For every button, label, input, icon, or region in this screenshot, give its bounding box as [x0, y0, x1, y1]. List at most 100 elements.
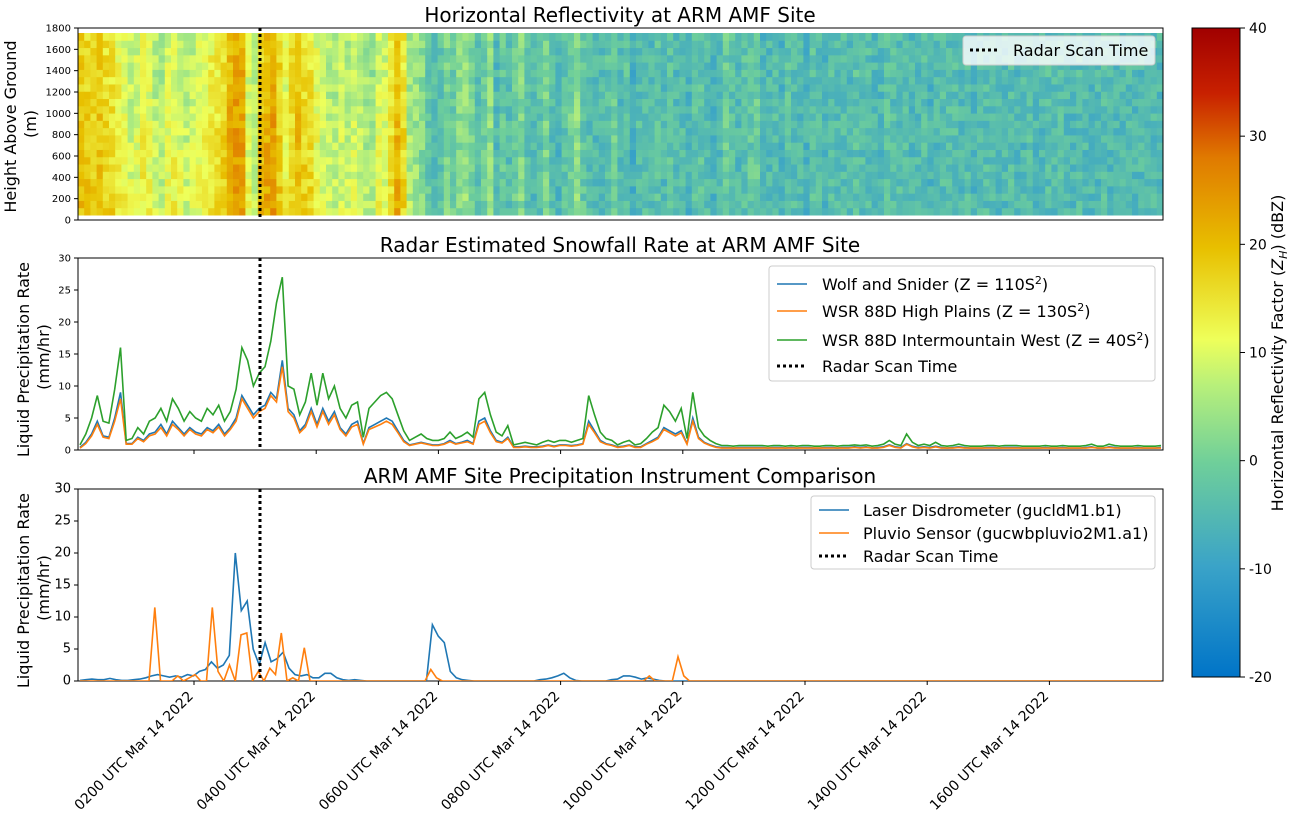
- heatmap-cell: [363, 149, 370, 158]
- heatmap-cell: [667, 47, 674, 56]
- legend-scan-label: Radar Scan Time: [1013, 41, 1148, 60]
- x-tick-label: 1200 UTC Mar 14 2022: [683, 689, 808, 814]
- heatmap-cell: [623, 105, 631, 114]
- heatmap-cell: [797, 54, 804, 63]
- heatmap-cell: [921, 83, 928, 92]
- heatmap-cell: [512, 178, 519, 187]
- heatmap-cell: [1150, 76, 1158, 85]
- heatmap-cell: [939, 207, 947, 216]
- heatmap-cell: [1138, 76, 1145, 85]
- heatmap-cell: [654, 120, 662, 129]
- heatmap-cell: [1026, 76, 1034, 85]
- heatmap-cell: [828, 76, 835, 85]
- heatmap-cell: [760, 76, 767, 85]
- heatmap-cell: [158, 62, 166, 70]
- heatmap-cell: [716, 83, 724, 92]
- heatmap-cell: [1082, 91, 1090, 100]
- heatmap-cell: [78, 91, 85, 100]
- heatmap-cell: [326, 40, 333, 49]
- heatmap-cell: [84, 200, 91, 209]
- heatmap-cell: [890, 47, 897, 56]
- heatmap-cell: [735, 40, 742, 49]
- heatmap-cell: [1113, 113, 1121, 121]
- heatmap-cell: [127, 134, 135, 143]
- heatmap-cell: [753, 156, 761, 165]
- heatmap-cell: [195, 33, 203, 41]
- heatmap-cell: [251, 134, 259, 143]
- heatmap-cell: [1101, 127, 1108, 136]
- heatmap-cell: [1150, 62, 1158, 70]
- heatmap-cell: [995, 83, 1003, 92]
- heatmap-cell: [722, 178, 730, 187]
- heatmap-cell: [363, 134, 370, 143]
- heatmap-cell: [90, 207, 98, 216]
- heatmap-cell: [406, 113, 414, 121]
- heatmap-cell: [691, 134, 699, 143]
- heatmap-cell: [605, 207, 612, 216]
- heatmap-cell: [96, 47, 104, 56]
- heatmap-cell: [809, 164, 817, 172]
- heatmap-cell: [183, 185, 191, 194]
- heatmap-cell: [865, 207, 873, 216]
- heatmap-cell: [239, 83, 246, 92]
- heatmap-cell: [989, 185, 997, 194]
- heatmap-cell: [499, 47, 507, 56]
- reflectivity-legend: Radar Scan Time: [962, 35, 1156, 66]
- heatmap-cell: [908, 91, 916, 100]
- heatmap-cell: [629, 164, 637, 172]
- heatmap-cell: [512, 142, 519, 150]
- heatmap-cell: [189, 69, 197, 78]
- heatmap-cell: [245, 134, 253, 143]
- heatmap-cell: [1001, 149, 1009, 158]
- heatmap-cell: [815, 69, 823, 78]
- heatmap-cell: [1094, 200, 1102, 209]
- heatmap-cell: [115, 69, 122, 78]
- heatmap-cell: [989, 62, 997, 70]
- heatmap-cell: [357, 33, 364, 41]
- heatmap-cell: [716, 185, 724, 194]
- heatmap-cell: [1051, 193, 1059, 201]
- heatmap-cell: [722, 134, 730, 143]
- heatmap-cell: [561, 47, 569, 56]
- heatmap-cell: [1082, 185, 1090, 194]
- heatmap-cell: [1101, 178, 1108, 187]
- heatmap-cell: [555, 207, 563, 216]
- heatmap-cell: [611, 200, 618, 209]
- heatmap-cell: [189, 156, 197, 165]
- heatmap-cell: [834, 156, 842, 165]
- heatmap-cell: [698, 142, 705, 150]
- heatmap-cell: [363, 62, 370, 70]
- heatmap-cell: [468, 171, 476, 180]
- heatmap-cell: [140, 134, 147, 143]
- heatmap-cell: [679, 127, 687, 136]
- heatmap-cell: [642, 83, 649, 92]
- heatmap-cell: [983, 120, 990, 129]
- heatmap-cell: [735, 62, 742, 70]
- heatmap-cell: [288, 69, 296, 78]
- heatmap-cell: [995, 127, 1003, 136]
- heatmap-cell: [685, 76, 693, 85]
- heatmap-cell: [1001, 76, 1009, 85]
- heatmap-cell: [896, 127, 904, 136]
- heatmap-cell: [1132, 69, 1139, 78]
- heatmap-cell: [1001, 134, 1009, 143]
- heatmap-cell: [1150, 200, 1158, 209]
- heatmap-cell: [164, 149, 172, 158]
- heatmap-cell: [183, 98, 191, 107]
- heatmap-cell: [220, 127, 228, 136]
- heatmap-cell: [195, 47, 203, 56]
- heatmap-cell: [363, 76, 370, 85]
- heatmap-cell: [797, 149, 804, 158]
- heatmap-cell: [146, 185, 153, 194]
- heatmap-cell: [146, 33, 153, 41]
- heatmap-cell: [902, 62, 910, 70]
- heatmap-cell: [859, 47, 866, 56]
- heatmap-cell: [784, 113, 792, 121]
- heatmap-cell: [177, 156, 184, 165]
- heatmap-cell: [983, 105, 990, 114]
- heatmap-cell: [102, 120, 110, 129]
- y-tick-label: 0: [63, 674, 71, 689]
- heatmap-cell: [896, 149, 904, 158]
- heatmap-cell: [239, 200, 246, 209]
- heatmap-cell: [295, 76, 302, 85]
